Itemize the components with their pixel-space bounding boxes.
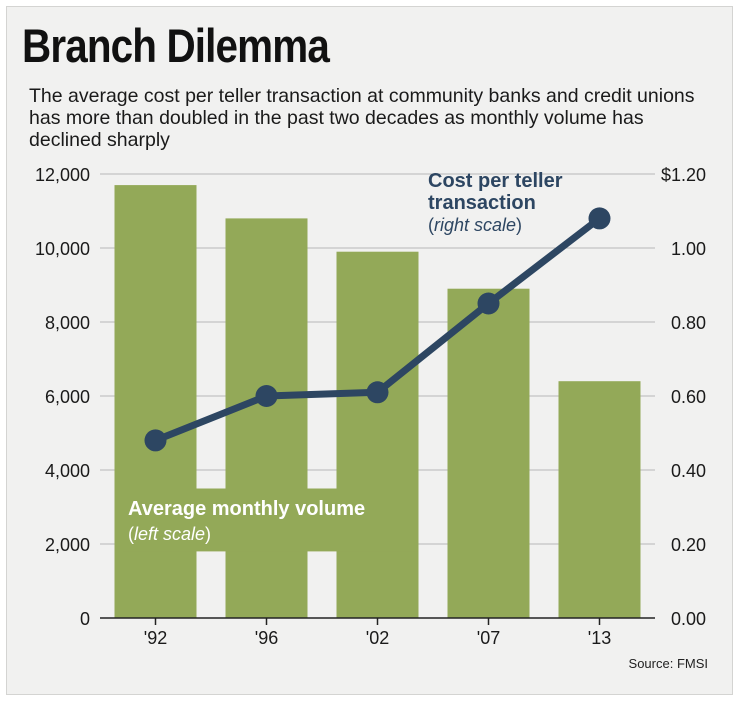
line-series-label-1: Cost per teller bbox=[428, 170, 563, 192]
left-axis-tick-label: 4,000 bbox=[45, 461, 90, 481]
bar bbox=[447, 288, 530, 618]
x-axis-tick-label: '13 bbox=[588, 628, 611, 648]
x-axis-tick-label: '02 bbox=[366, 628, 389, 648]
bar bbox=[225, 218, 308, 618]
right-axis-tick-label: 0.20 bbox=[671, 535, 706, 555]
chart-subtitle: The average cost per teller transaction … bbox=[29, 85, 695, 151]
right-axis-tick-label: 0.00 bbox=[671, 609, 706, 629]
line-series-label-2: transaction bbox=[428, 192, 536, 214]
bar bbox=[336, 251, 419, 618]
left-axis-tick-label: 10,000 bbox=[35, 239, 90, 259]
cost-point bbox=[588, 207, 611, 230]
line-series-annotation: Cost per teller transaction (right scale… bbox=[428, 170, 563, 235]
cost-point bbox=[255, 385, 278, 407]
left-axis-tick-label: 12,000 bbox=[35, 165, 90, 185]
bar-series-annotation: Average monthly volume (left scale) bbox=[128, 498, 365, 544]
right-axis-tick-label: 0.60 bbox=[671, 387, 706, 407]
cost-point bbox=[477, 292, 500, 315]
line-series-scale-note: (right scale) bbox=[428, 215, 522, 235]
right-axis-tick-label: 0.80 bbox=[671, 313, 706, 333]
cost-point bbox=[366, 381, 389, 404]
right-axis-tick-label: 0.40 bbox=[671, 461, 706, 481]
annotation-band bbox=[122, 488, 419, 552]
left-axis-tick-label: 2,000 bbox=[45, 535, 90, 555]
right-axis-tick-label: $1.20 bbox=[661, 165, 706, 185]
source-note: Source: FMSI bbox=[628, 656, 708, 671]
axes: 0 0.00 2,000 0.20 4,000 0.40 6,000 0.60 8,000 0.8… bbox=[35, 165, 706, 648]
right-axis-tick-label: 1.00 bbox=[671, 239, 706, 259]
left-axis-tick-label: 8,000 bbox=[45, 313, 90, 333]
bar-series-scale-note: (left scale) bbox=[128, 524, 211, 544]
x-axis-tick-label: '92 bbox=[144, 628, 167, 648]
bar-series-label: Average monthly volume bbox=[128, 498, 365, 520]
bar bbox=[558, 381, 641, 618]
left-axis-tick-label: 6,000 bbox=[45, 387, 90, 407]
line-series bbox=[144, 207, 611, 452]
bar-series bbox=[114, 185, 641, 618]
left-axis-tick-label: 0 bbox=[80, 609, 90, 629]
bar bbox=[114, 185, 197, 618]
cost-point bbox=[144, 429, 167, 452]
x-axis-tick-label: '96 bbox=[255, 628, 278, 648]
x-axis-tick-label: '07 bbox=[477, 628, 500, 648]
chart-title: Branch Dilemma bbox=[22, 19, 330, 72]
